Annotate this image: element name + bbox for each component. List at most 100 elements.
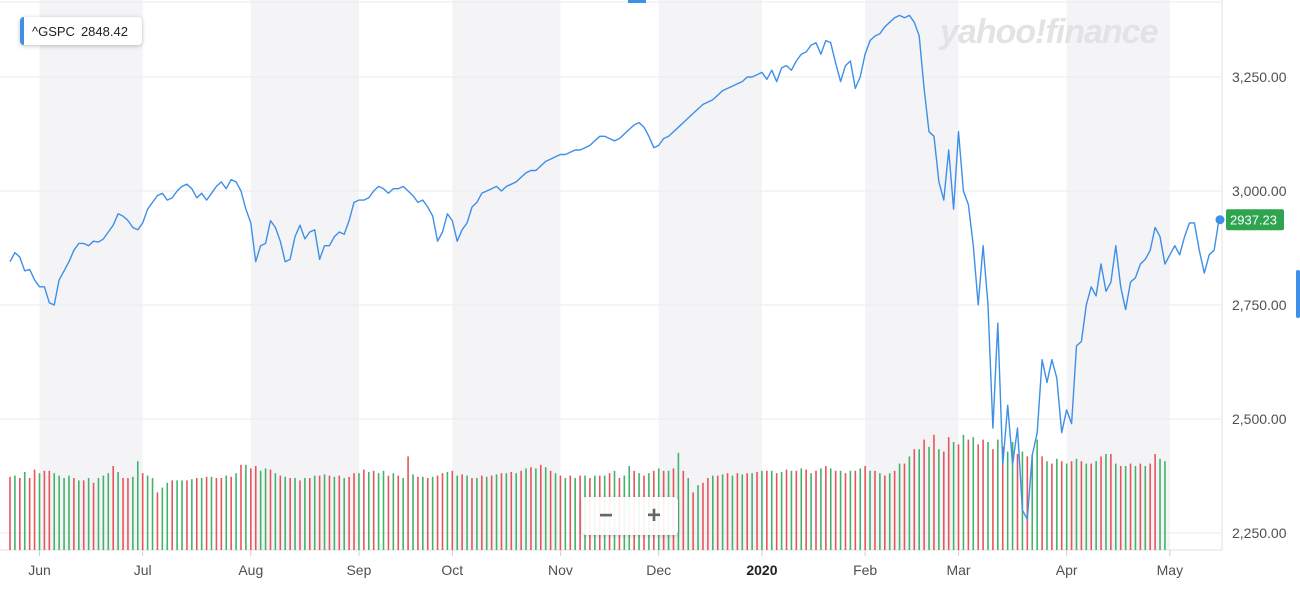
volume-bar (367, 472, 370, 550)
volume-bar (1124, 466, 1127, 550)
month-band (1066, 0, 1170, 550)
volume-bar (28, 478, 31, 550)
volume-bar (1060, 461, 1063, 550)
volume-bar (913, 449, 916, 550)
volume-bar (1119, 466, 1122, 550)
volume-bar (1070, 461, 1073, 550)
volume-bar (107, 473, 110, 550)
volume-bar (898, 463, 901, 550)
volume-bar (810, 473, 812, 550)
volume-bar (579, 475, 581, 550)
volume-bar (161, 487, 164, 550)
volume-bar (220, 478, 223, 550)
volume-bar (299, 480, 301, 550)
volume-bar (707, 478, 709, 550)
volume-bar (490, 475, 493, 550)
volume-bar (476, 478, 478, 550)
volume-bar (766, 470, 768, 550)
volume-bar (1100, 456, 1102, 550)
volume-bar (205, 476, 208, 550)
volume-bar (259, 470, 262, 550)
volume-bar (726, 473, 729, 550)
x-tick-label: Nov (548, 562, 573, 578)
top-range-handle[interactable] (628, 0, 646, 3)
volume-bar (554, 473, 557, 550)
month-band (658, 0, 762, 550)
volume-bar (132, 476, 134, 550)
zoom-controls: − + (582, 497, 678, 535)
grid-lines (0, 0, 1223, 551)
price-line (9, 14, 1220, 520)
volume-bar (53, 473, 56, 550)
volume-bar (372, 470, 375, 550)
volume-bar (1085, 463, 1088, 550)
y-axis-tick-labels: 2,250.00 2,500.00 2,750.00 3,000.00 3,250.00 (1232, 69, 1287, 541)
volume-bar (535, 468, 537, 550)
volume-bar (564, 478, 567, 550)
volume-bar (952, 442, 955, 550)
volume-bar (1041, 456, 1043, 550)
volume-bar (844, 473, 847, 550)
volume-bar (19, 478, 21, 550)
volume-bar (839, 470, 842, 550)
volume-bar (1154, 454, 1156, 550)
volume-bar (928, 446, 930, 550)
y-tick-label: 2,500.00 (1232, 411, 1287, 427)
volume-bar (417, 476, 419, 550)
volume-bar (854, 470, 857, 550)
volume-bar (549, 470, 552, 550)
volume-bar (343, 478, 345, 550)
volume-bar (78, 480, 80, 550)
volume-bar (834, 470, 837, 550)
volume-bar (977, 444, 979, 550)
right-scroll-handle[interactable] (1296, 270, 1300, 318)
volume-bar (780, 472, 783, 550)
zoom-out-button[interactable]: − (598, 502, 613, 529)
volume-bar (63, 478, 65, 550)
volume-bar (33, 469, 36, 550)
volume-bar (122, 478, 124, 550)
volume-bar (87, 478, 90, 550)
volume-bar (574, 478, 576, 550)
volume-bar (166, 482, 169, 550)
volume-bar (859, 468, 862, 550)
volume-bar (775, 473, 778, 550)
volume-bar (1026, 456, 1029, 550)
volume-bar (210, 476, 213, 550)
volume-bar (156, 492, 159, 550)
zoom-in-button[interactable]: + (646, 502, 661, 529)
volume-bar (328, 475, 331, 550)
ticker-value: 2848.42 (80, 23, 128, 39)
volume-bar (849, 470, 852, 550)
volume-bar (1164, 461, 1166, 550)
volume-bar (756, 472, 758, 550)
volume-bar (677, 452, 680, 550)
volume-bar (338, 475, 341, 550)
volume-bar (9, 476, 11, 550)
volume-bar (136, 461, 139, 550)
volume-bar (358, 473, 360, 550)
volume-bar (225, 475, 228, 550)
volume-bar (829, 468, 832, 550)
volume-bar (1090, 463, 1093, 550)
volume-bar (181, 480, 183, 550)
x-axis-month-labels: Jun Jul Aug Sep Oct Nov Dec 2020 Feb Mar Apr May (28, 550, 1183, 578)
volume-bar (264, 468, 267, 550)
volume-bar (377, 473, 380, 550)
volume-bar (987, 442, 989, 550)
volume-bar (235, 473, 237, 550)
volume-bar (1149, 463, 1151, 550)
volume-bar (481, 475, 483, 550)
volume-bar (387, 475, 390, 550)
volume-bar (333, 476, 336, 550)
volume-bar (200, 478, 203, 550)
x-tick-label: Sep (346, 562, 371, 578)
ticker-accent-bar (20, 17, 24, 45)
volume-bar (746, 473, 748, 550)
volume-bar (392, 473, 395, 550)
volume-bar (731, 475, 734, 550)
volume-bar (422, 476, 424, 550)
y-tick-label: 3,000.00 (1232, 183, 1287, 199)
volume-bar (191, 479, 193, 550)
